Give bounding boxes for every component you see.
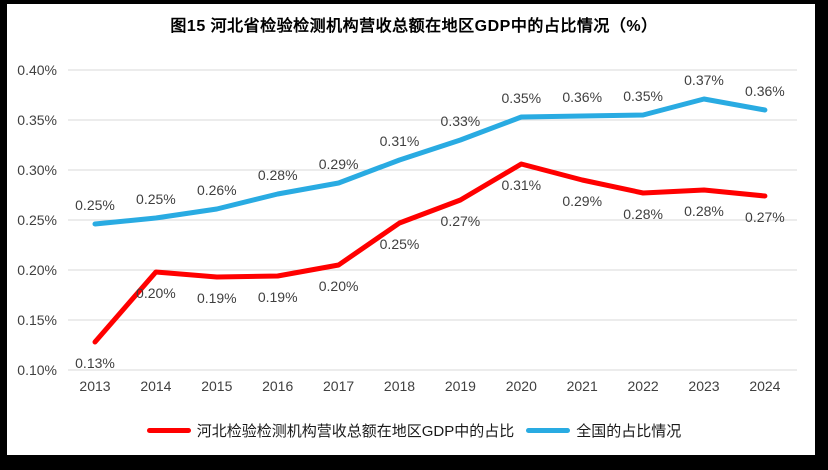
y-axis-tick-label: 0.20% — [17, 262, 57, 278]
x-axis-tick-label: 2024 — [749, 378, 780, 394]
x-axis-tick-label: 2023 — [688, 378, 719, 394]
data-point-label: 0.20% — [319, 278, 359, 294]
data-point-label: 0.19% — [197, 290, 237, 306]
data-point-label: 0.36% — [745, 83, 785, 99]
data-point-label: 0.35% — [623, 88, 663, 104]
y-axis-tick-label: 0.35% — [17, 112, 57, 128]
legend-line-swatch — [146, 428, 191, 433]
data-point-label: 0.28% — [623, 206, 663, 222]
data-point-label: 0.31% — [501, 177, 541, 193]
data-point-label: 0.28% — [684, 203, 724, 219]
chart-title: 图15 河北省检验检测机构营收总额在地区GDP中的占比情况（%） — [170, 18, 658, 35]
data-point-label: 0.31% — [380, 133, 420, 149]
y-axis-tick-label: 0.25% — [17, 212, 57, 228]
data-point-label: 0.26% — [197, 182, 237, 198]
data-point-label: 0.37% — [684, 72, 724, 88]
x-axis-tick-label: 2016 — [262, 378, 293, 394]
x-axis-tick-label: 2018 — [384, 378, 415, 394]
data-point-label: 0.29% — [319, 156, 359, 172]
legend-label: 河北检验检测机构营收总额在地区GDP中的占比 — [196, 423, 515, 440]
data-point-label: 0.35% — [501, 90, 541, 106]
y-axis-tick-label: 0.40% — [17, 62, 57, 78]
chart-legend: 河北检验检测机构营收总额在地区GDP中的占比 全国的占比情况 — [0, 420, 828, 441]
data-point-label: 0.20% — [136, 285, 176, 301]
chart-canvas — [7, 4, 815, 455]
legend-line-swatch — [526, 428, 571, 433]
x-axis-tick-label: 2013 — [79, 378, 110, 394]
data-point-label: 0.25% — [136, 191, 176, 207]
legend-label: 全国的占比情况 — [576, 423, 682, 440]
y-axis-tick-label: 0.15% — [17, 312, 57, 328]
legend-item: 河北检验检测机构营收总额在地区GDP中的占比 — [146, 420, 515, 441]
x-axis-tick-label: 2021 — [567, 378, 598, 394]
x-axis-tick-label: 2014 — [140, 378, 171, 394]
data-point-label: 0.29% — [562, 193, 602, 209]
y-axis-tick-label: 0.30% — [17, 162, 57, 178]
y-axis-tick-label: 0.10% — [17, 362, 57, 378]
data-point-label: 0.36% — [562, 89, 602, 105]
data-point-label: 0.25% — [75, 197, 115, 213]
x-axis-tick-label: 2019 — [445, 378, 476, 394]
data-point-label: 0.25% — [380, 236, 420, 252]
series-line — [92, 96, 768, 227]
x-axis-tick-label: 2020 — [506, 378, 537, 394]
data-point-label: 0.19% — [258, 289, 298, 305]
series-line — [92, 161, 768, 345]
data-point-label: 0.13% — [75, 355, 115, 371]
x-axis-tick-label: 2022 — [628, 378, 659, 394]
x-axis-tick-label: 2015 — [201, 378, 232, 394]
data-point-label: 0.27% — [745, 209, 785, 225]
data-point-label: 0.28% — [258, 167, 298, 183]
legend-item: 全国的占比情况 — [526, 420, 681, 441]
data-point-label: 0.33% — [441, 113, 481, 129]
x-axis-tick-label: 2017 — [323, 378, 354, 394]
data-point-label: 0.27% — [441, 213, 481, 229]
